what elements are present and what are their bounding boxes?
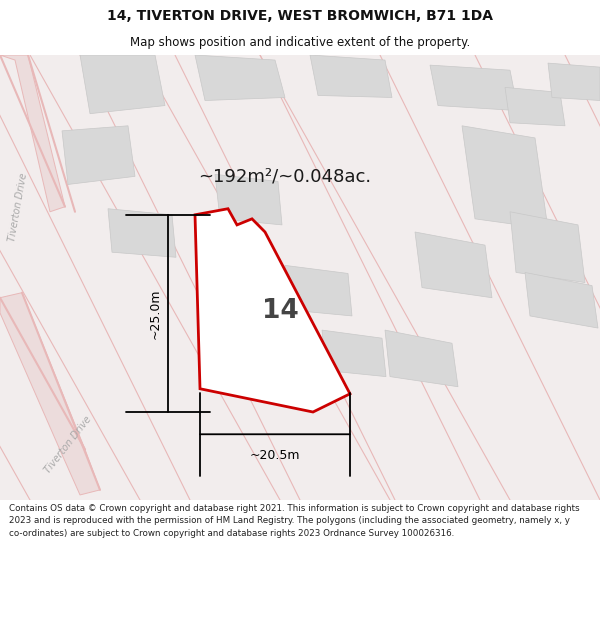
Text: ~192m²/~0.048ac.: ~192m²/~0.048ac. <box>199 168 371 186</box>
Polygon shape <box>415 232 492 298</box>
Text: Tiverton Drive: Tiverton Drive <box>43 414 94 475</box>
Polygon shape <box>430 65 518 111</box>
Polygon shape <box>462 126 548 229</box>
Polygon shape <box>285 266 352 316</box>
Text: 14, TIVERTON DRIVE, WEST BROMWICH, B71 1DA: 14, TIVERTON DRIVE, WEST BROMWICH, B71 1… <box>107 9 493 24</box>
Polygon shape <box>510 212 585 282</box>
Text: ~20.5m: ~20.5m <box>250 449 300 462</box>
Polygon shape <box>310 55 392 98</box>
Text: ~25.0m: ~25.0m <box>149 288 162 339</box>
Polygon shape <box>0 55 65 212</box>
Polygon shape <box>215 174 282 225</box>
Polygon shape <box>385 330 458 387</box>
Polygon shape <box>525 272 598 328</box>
Polygon shape <box>322 330 386 377</box>
Text: Contains OS data © Crown copyright and database right 2021. This information is : Contains OS data © Crown copyright and d… <box>9 504 580 538</box>
Text: 14: 14 <box>262 298 298 324</box>
Text: Map shows position and indicative extent of the property.: Map shows position and indicative extent… <box>130 36 470 49</box>
Polygon shape <box>505 88 565 126</box>
Polygon shape <box>62 126 135 184</box>
Polygon shape <box>0 292 100 495</box>
Text: Tiverton Drive: Tiverton Drive <box>7 171 29 242</box>
Polygon shape <box>195 55 285 101</box>
Polygon shape <box>0 55 600 500</box>
Polygon shape <box>548 63 600 101</box>
Polygon shape <box>195 209 350 412</box>
Polygon shape <box>80 55 165 114</box>
Polygon shape <box>108 209 176 258</box>
